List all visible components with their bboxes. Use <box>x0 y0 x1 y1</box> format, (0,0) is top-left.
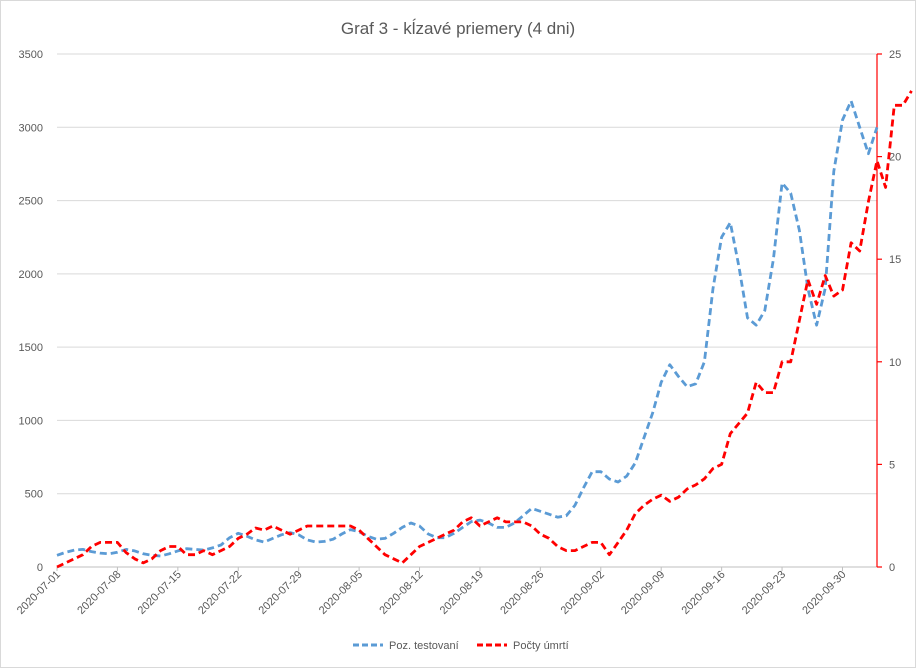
x-tick-label: 2020-07-15 <box>136 569 184 617</box>
legend-label-0: Poz. testovaní <box>389 640 459 652</box>
x-tick-label: 2020-07-01 <box>15 569 63 617</box>
y-right-tick-label: 20 <box>889 152 901 164</box>
legend-item-0[interactable]: Poz. testovaní <box>353 640 459 652</box>
x-tick-label: 2020-08-12 <box>377 569 425 617</box>
y-right-tick-label: 0 <box>889 562 895 574</box>
y-left-tick-label: 2000 <box>19 269 43 281</box>
y-left-tick-label: 1000 <box>19 415 43 427</box>
x-tick-label: 2020-08-19 <box>438 569 486 617</box>
x-tick-label: 2020-07-08 <box>75 569 123 617</box>
y-left-tick-label: 1500 <box>19 342 43 354</box>
x-tick-label: 2020-07-29 <box>257 569 305 617</box>
legend: Poz. testovaní Počty úmrtí <box>353 640 569 652</box>
series-line-1 <box>56 90 913 569</box>
x-tick-label: 2020-08-26 <box>498 569 546 617</box>
x-tick-label: 2020-09-23 <box>740 569 788 617</box>
x-tick-label: 2020-09-02 <box>559 569 607 617</box>
y-left-tick-label: 500 <box>25 489 43 501</box>
series-layer <box>56 90 913 569</box>
legend-label-1: Počty úmrtí <box>513 640 569 652</box>
y-right-tick-label: 25 <box>889 49 901 61</box>
x-tick-label: 2020-08-05 <box>317 569 365 617</box>
y-right-tick-label: 10 <box>889 357 901 369</box>
x-tick-label: 2020-07-22 <box>196 569 244 617</box>
x-tick-label: 2020-09-30 <box>800 569 848 617</box>
legend-item-1[interactable]: Počty úmrtí <box>477 640 569 652</box>
y-right-tick-label: 15 <box>889 254 901 266</box>
x-tick-label: 2020-09-16 <box>679 569 727 617</box>
y-left-tick-label: 3500 <box>19 49 43 61</box>
chart-title: Graf 3 - kĺzavé priemery (4 dni) <box>341 19 575 38</box>
x-tick-label: 2020-09-09 <box>619 569 667 617</box>
grid <box>57 53 877 568</box>
y-left-tick-label: 3000 <box>19 122 43 134</box>
y-left-tick-label: 2500 <box>19 196 43 208</box>
series-line-0 <box>56 99 879 558</box>
y-right-tick-label: 5 <box>889 459 895 471</box>
y-left-tick-label: 0 <box>37 562 43 574</box>
